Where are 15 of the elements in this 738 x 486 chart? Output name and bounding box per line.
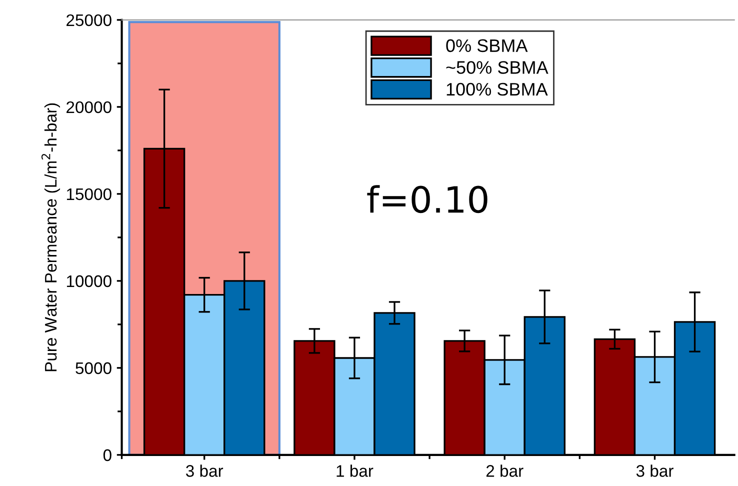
x-tick-label: 3 bar: [636, 464, 674, 477]
x-tick-label: 2 bar: [486, 464, 524, 477]
x-tick-label: 1 bar: [336, 464, 374, 477]
y-tick-label: 25000: [66, 14, 112, 26]
annotation: f=0.10: [367, 185, 488, 214]
y-tick-label: 5000: [76, 362, 112, 374]
y-tick-label: 15000: [66, 188, 112, 200]
y-tick-label: 10000: [66, 275, 112, 288]
y-tick-label: 0: [103, 449, 112, 462]
y-axis-title: Pure Water Permeance (L/m$^{2}$-h-bar): [41, 103, 60, 372]
legend-label: 100% SBMA: [446, 82, 548, 96]
x-tick-label: 3 bar: [186, 464, 224, 477]
legend-label: ~50% SBMA: [446, 61, 548, 74]
y-tick-label: 20000: [66, 101, 112, 114]
legend-label: 0% SBMA: [446, 39, 528, 52]
